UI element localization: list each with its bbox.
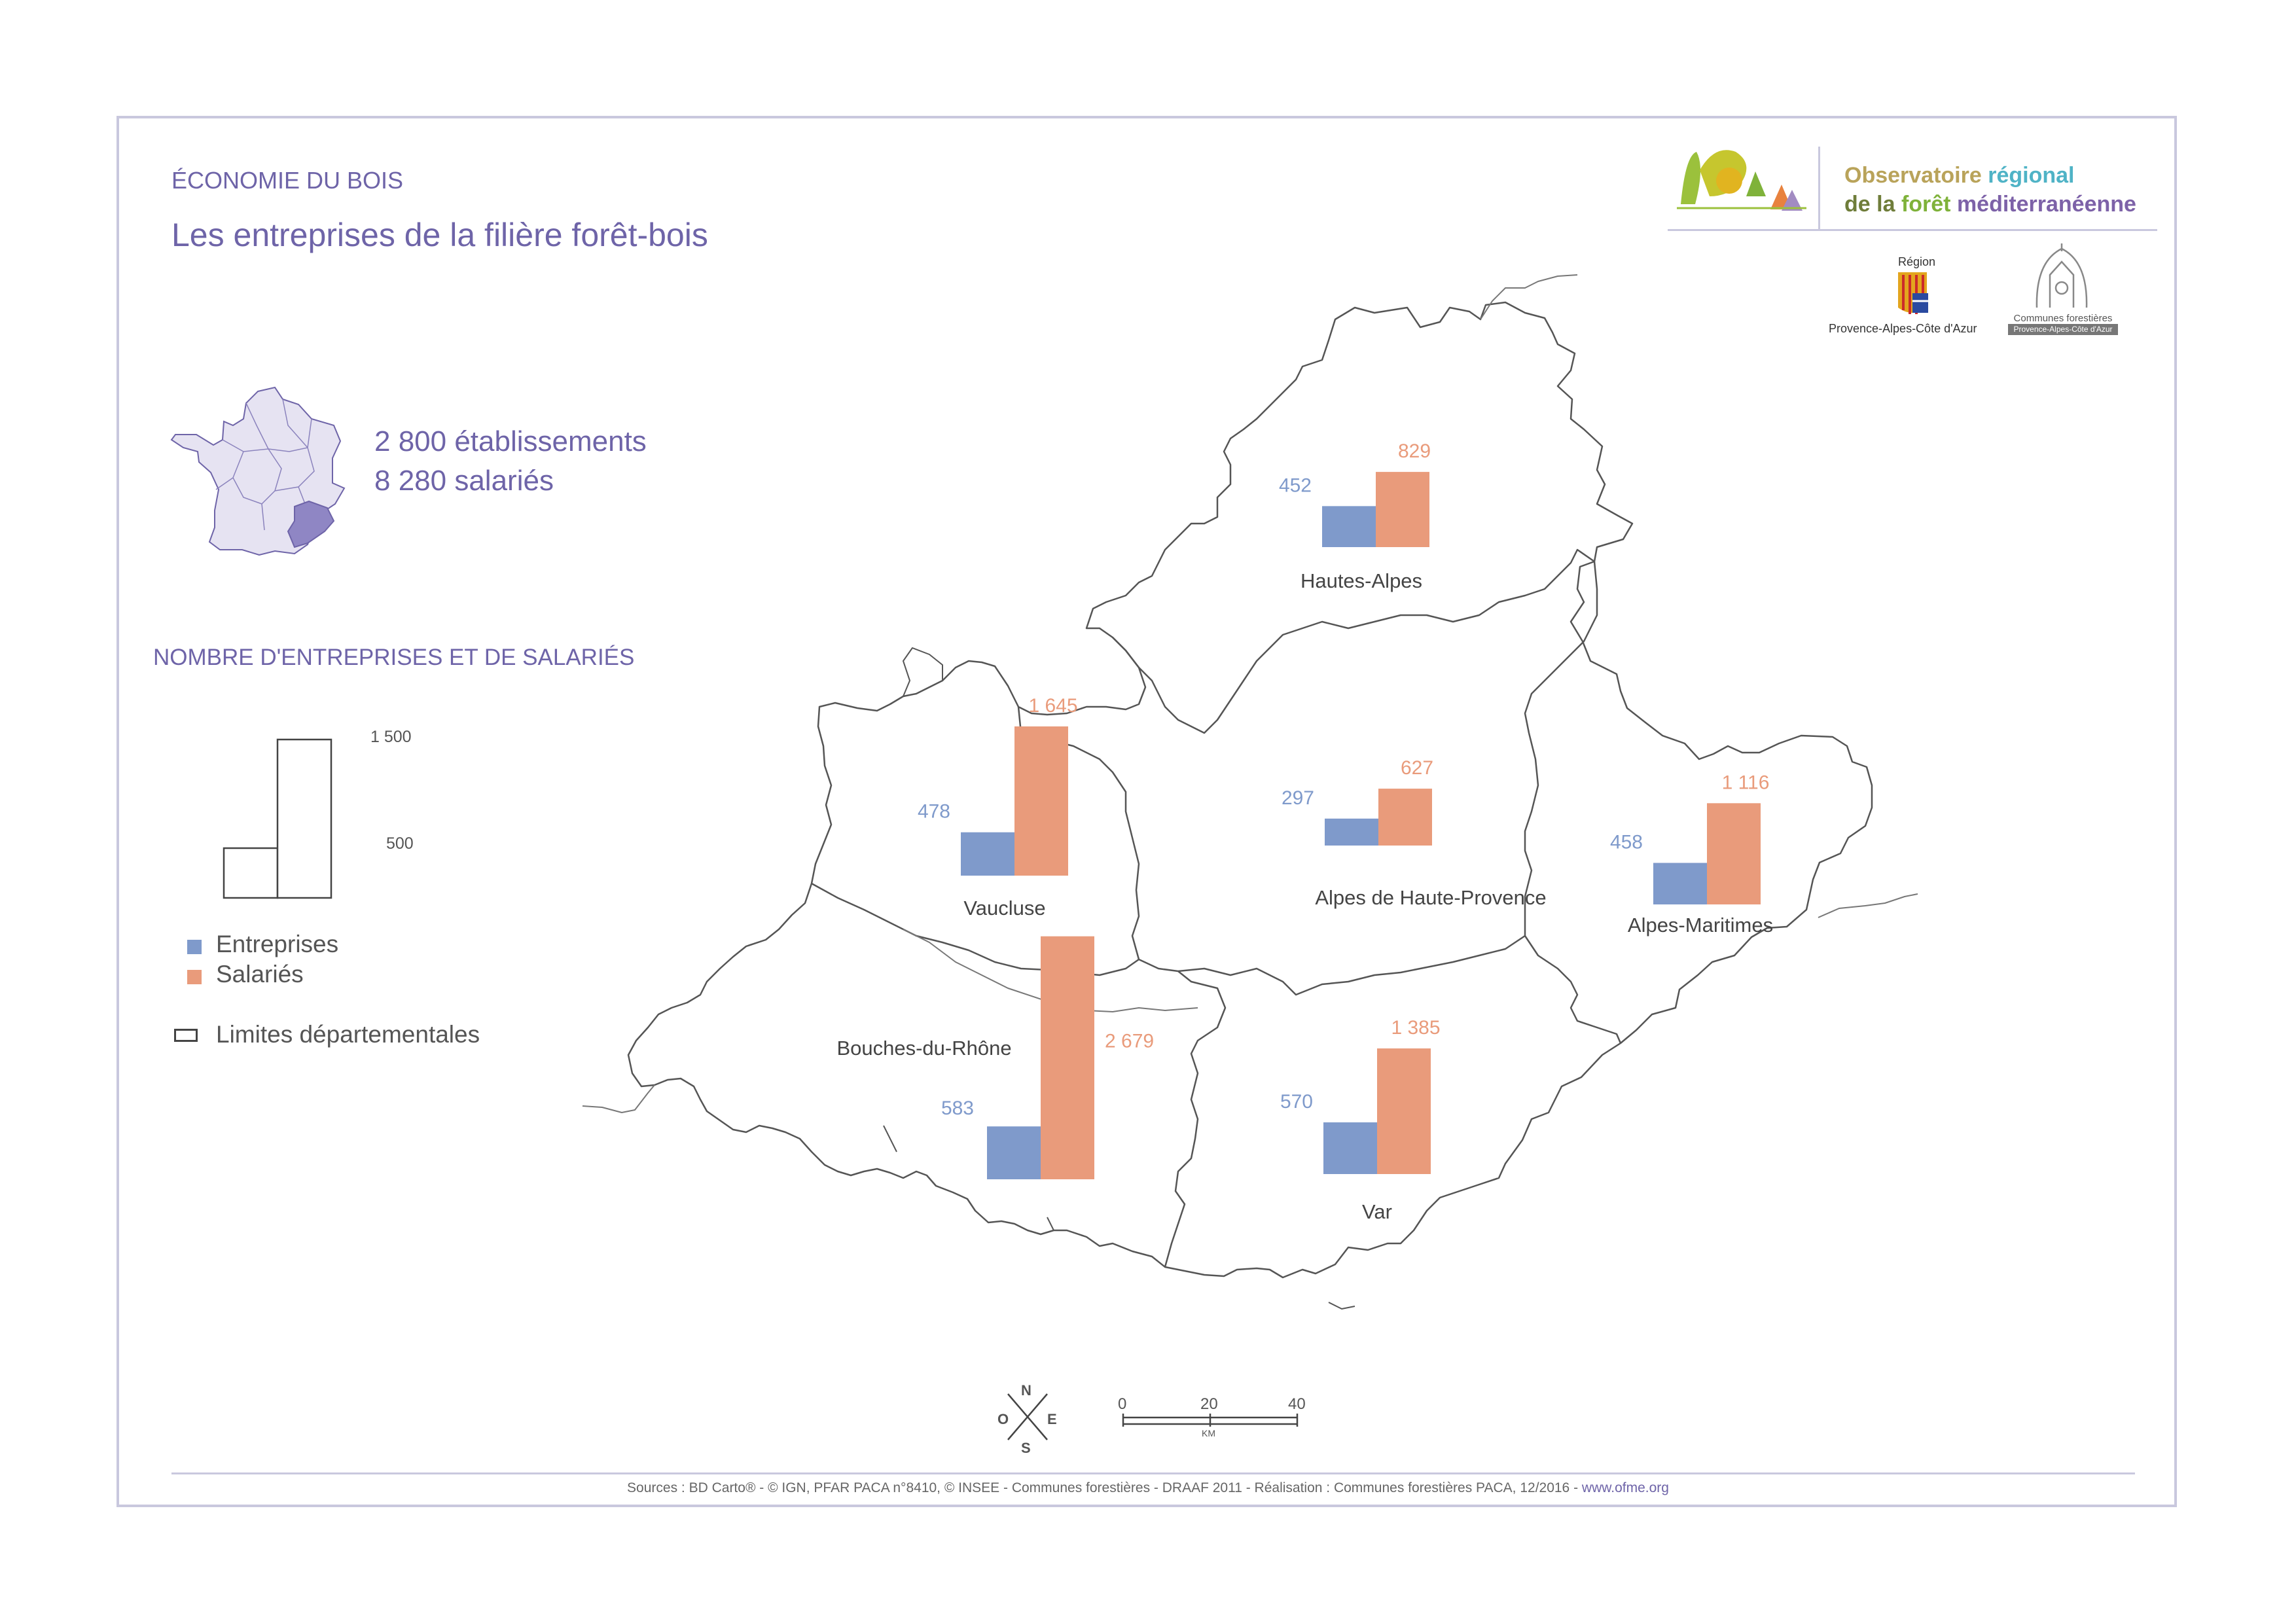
bar-salaries-hautes-alpes [1376,472,1429,547]
legend-swatch-limites [174,1029,198,1042]
ofme-link[interactable]: www.ofme.org [1581,1480,1669,1495]
bar-salaries-bouches-du-rhone [1041,936,1094,1179]
region-name: Provence-Alpes-Côte d'Azur [1829,322,1977,335]
coast-islands [883,1125,1355,1310]
bar-entreprises-hautes-alpes [1322,506,1376,547]
bar-entreprises-vaucluse [961,832,1014,876]
map-frame [117,116,2177,1507]
bar-salaries-alpes-de-haute-provence [1378,789,1432,846]
legend-entreprises: Entreprises [216,931,339,957]
scale-tick-20: 20 [1200,1395,1218,1413]
value-salaries-alpes-maritimes: 1 116 [1722,772,1770,793]
dept-label-alpes-de-haute-provence: Alpes de Haute-Provence [1315,886,1546,909]
section-kicker: ÉCONOMIE DU BOIS [171,167,404,194]
stat-salaries: 8 280 salariés [374,465,554,497]
value-salaries-hautes-alpes: 829 [1398,440,1431,462]
compass-o: O [997,1411,1009,1427]
bar-salaries-vaucluse [1014,726,1068,876]
cf-line1: Communes forestières [2013,313,2113,324]
value-entreprises-hautes-alpes: 452 [1279,474,1312,496]
bar-entreprises-bouches-du-rhone [987,1126,1041,1179]
dept-label-bouches-du-rhone: Bouches-du-Rhône [836,1037,1011,1060]
rhone-west [582,1084,655,1113]
value-salaries-alpes-de-haute-provence: 627 [1401,757,1433,779]
value-entreprises-bouches-du-rhone: 583 [941,1097,974,1119]
communes-forestieres-logo [2036,243,2088,308]
logo-word-delal: de la [1844,192,1895,217]
compass-s: S [1021,1440,1031,1456]
value-salaries-vaucluse: 1 645 [1028,695,1077,717]
value-salaries-var: 1 385 [1391,1017,1440,1039]
bar-entreprises-alpes-de-haute-provence [1325,818,1378,846]
ofme-logo-icon [1677,150,1806,211]
italy-border-east [1818,893,1918,918]
footer-rule [171,1472,2135,1474]
communes-forestieres-label: Communes forestières Provence-Alpes-Côte… [2008,313,2118,335]
enclave [903,647,943,697]
sources-text: Sources : BD Carto® - © IGN, PFAR PACA n… [627,1480,1582,1495]
value-entreprises-alpes-de-haute-provence: 297 [1282,787,1314,809]
dept-label-vaucluse: Vaucluse [963,897,1045,919]
logo-word-foret: forêt [1901,192,1951,217]
boundary-alpes-maritimes [1524,561,1622,1044]
legend-swatch-entreprises [187,940,202,954]
value-entreprises-alpes-maritimes: 458 [1610,832,1643,853]
stats-block: 2 800 établissements 8 280 salariés [374,422,647,501]
boundary-durance [811,882,1139,976]
map-title: Les entreprises de la filière forêt-bois [171,217,708,253]
bar-salaries-var [1377,1048,1431,1174]
legend-scale-low: 500 [386,834,414,853]
legend-scale-bars [223,738,332,899]
bar-salaries-alpes-maritimes [1707,803,1761,904]
logo-word-observatoire: Observatoire [1844,163,1982,188]
paca-map [582,274,1918,1310]
footer-sources: Sources : BD Carto® - © IGN, PFAR PACA n… [0,1480,2296,1496]
scale-bar [1122,1414,1299,1427]
region-coat-of-arms [1898,272,1928,314]
value-entreprises-vaucluse: 478 [918,801,950,823]
logo-underline [1668,229,2157,231]
legend-swatch-salaries [187,970,202,984]
compass-e: E [1047,1411,1057,1427]
legend-title: NOMBRE D'ENTREPRISES ET DE SALARIÉS [153,645,635,670]
legend-salaries: Salariés [216,961,304,988]
boundary-hautes-alpes [1112,548,1595,734]
logo-word-regional: régional [1988,163,2075,188]
bar-entreprises-alpes-maritimes [1653,863,1707,904]
boundary-bdr-var [1164,971,1227,1268]
stat-etablissements: 2 800 établissements [374,425,647,457]
region-boundary [627,301,1873,1279]
dept-label-alpes-maritimes: Alpes-Maritimes [1628,914,1773,936]
bar-entreprises-var [1323,1122,1377,1174]
france-minimap [170,386,346,556]
italy-border [1480,274,1578,320]
legend-limites: Limites départementales [216,1021,480,1048]
scale-tick-40: 40 [1288,1395,1306,1413]
cf-line2: Provence-Alpes-Côte d'Azur [2008,324,2118,335]
value-salaries-bouches-du-rhone: 2 679 [1105,1031,1154,1052]
scale-tick-0: 0 [1118,1395,1127,1413]
logo-word-mediterraneenne: méditerranéenne [1956,192,2136,217]
scale-unit: KM [1202,1428,1215,1438]
logo-divider [1818,147,1820,229]
dept-label-var: Var [1362,1200,1392,1223]
dept-label-hautes-alpes: Hautes-Alpes [1300,569,1422,592]
ofme-logo-text: Observatoire régional de la forêt médite… [1844,161,2136,219]
region-label: Région [1898,255,1936,268]
value-entreprises-var: 570 [1280,1091,1313,1113]
boundary-var-ahp [1177,935,1526,996]
compass-n: N [1021,1382,1031,1399]
chart-bars [961,472,1761,1179]
chart-labels: 452 829 Hautes-Alpes 478 1 645 Vaucluse 297 627… [836,440,1773,1223]
legend-scale-high: 1 500 [370,728,412,746]
compass-rose [1007,1393,1048,1440]
